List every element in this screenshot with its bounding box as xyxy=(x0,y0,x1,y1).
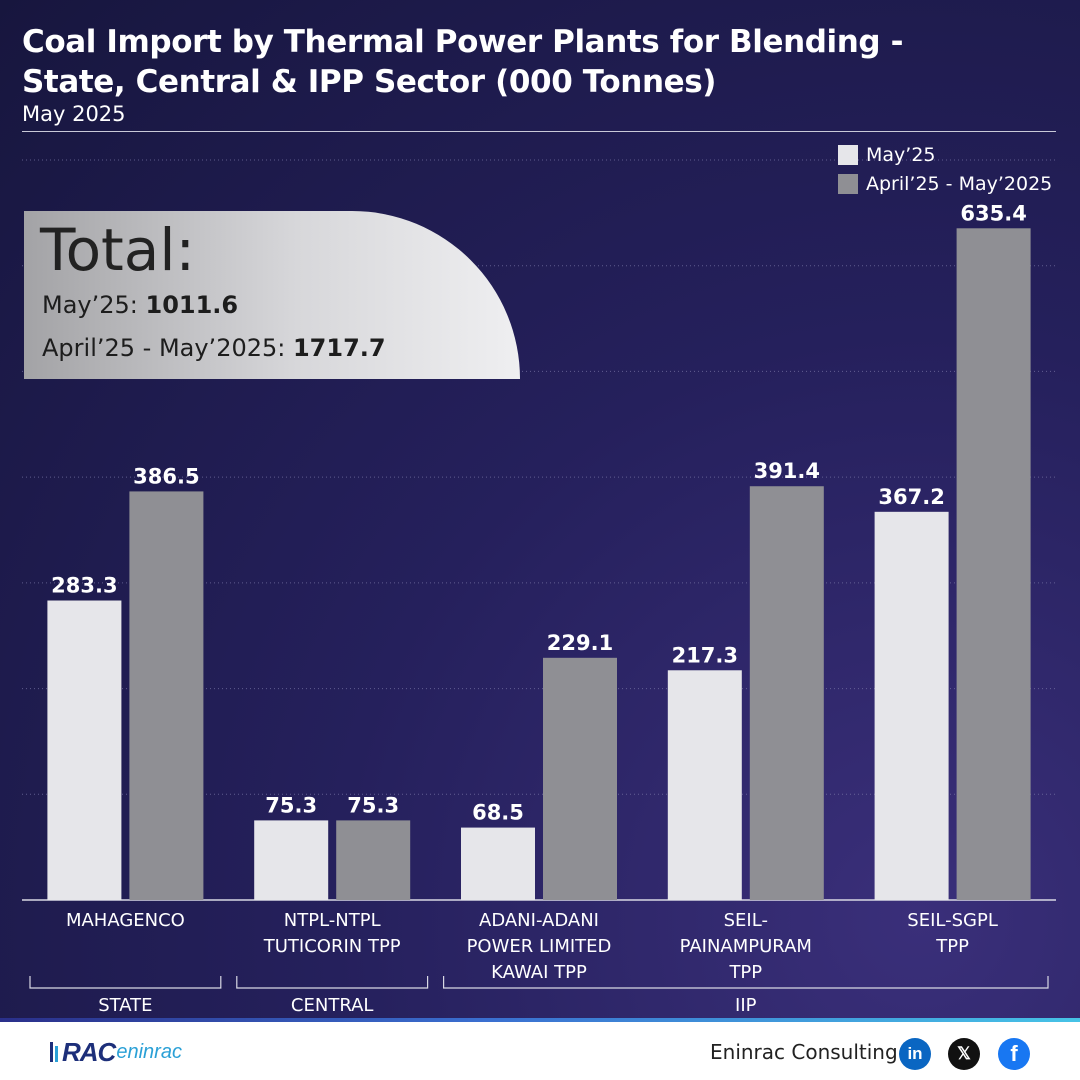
total-cumulative-value: 1717.7 xyxy=(292,334,386,362)
legend-item-may: May’25 xyxy=(838,140,1052,169)
footer-accent-stripe xyxy=(0,1018,1080,1023)
eninrac-logo: RAC eninrac xyxy=(50,1036,182,1068)
chart-subtitle: May 2025 xyxy=(22,102,126,126)
group-bracket xyxy=(29,976,222,989)
logo-bars-icon xyxy=(50,1040,60,1064)
group-bracket xyxy=(443,976,1049,989)
total-cumulative-line: April’25 - May’2025: 1717.7 xyxy=(42,333,386,363)
data-label: 283.3 xyxy=(51,574,117,598)
chart-title-line-1: Coal Import by Thermal Power Plants for … xyxy=(22,24,904,60)
data-label: 229.1 xyxy=(547,631,613,655)
logo-mark-text: RAC xyxy=(62,1036,116,1067)
bar-may xyxy=(874,511,949,900)
category-label: TPP xyxy=(728,962,762,983)
chart-title-line-2: State, Central & IPP Sector (000 Tonnes) xyxy=(22,64,717,100)
legend-label-may: May’25 xyxy=(866,143,936,166)
bar-may xyxy=(461,827,535,900)
facebook-glyph: f xyxy=(1010,1041,1018,1066)
total-cumulative-label: April’25 - May’2025: xyxy=(42,334,293,362)
bar-cumulative xyxy=(749,486,824,900)
x-glyph: 𝕏 xyxy=(957,1044,971,1063)
group-label: STATE xyxy=(98,995,152,1016)
group-label: CENTRAL xyxy=(291,995,374,1016)
total-heading: Total: xyxy=(40,216,195,284)
category-label: MAHAGENCO xyxy=(66,910,185,931)
total-may-line: May’25: 1011.6 xyxy=(42,290,238,320)
linkedin-glyph: in xyxy=(907,1044,923,1063)
chart-title: Coal Import by Thermal Power Plants for … xyxy=(22,22,922,102)
legend-label-cumulative: April’25 - May’2025 xyxy=(866,172,1053,195)
total-may-value: 1011.6 xyxy=(145,291,239,319)
data-label: 367.2 xyxy=(878,485,944,509)
category-label: TPP xyxy=(935,936,969,957)
bar-cumulative xyxy=(336,820,411,900)
category-label: KAWAI TPP xyxy=(491,962,587,983)
data-label: 75.3 xyxy=(265,793,317,817)
bar-may xyxy=(667,670,742,900)
linkedin-icon[interactable]: in xyxy=(899,1038,931,1070)
bar-may xyxy=(254,820,329,900)
bar-may xyxy=(47,600,122,900)
bar-cumulative xyxy=(956,228,1031,900)
category-label: PAINAMPURAM xyxy=(680,936,812,957)
group-label: IIP xyxy=(735,995,757,1016)
data-label: 635.4 xyxy=(960,201,1026,225)
facebook-icon[interactable]: f xyxy=(998,1038,1030,1070)
legend-swatch-may xyxy=(838,144,858,165)
total-summary-card: Total: May’25: 1011.6 April’25 - May’202… xyxy=(24,211,520,379)
category-label: TUTICORIN TPP xyxy=(263,936,401,957)
data-label: 386.5 xyxy=(133,464,199,488)
bar-chart: 283.3 386.5 MAHAGENCO 75.3 75.3 NTPL-NTPL TUTI… xyxy=(22,159,1056,1016)
data-label: 75.3 xyxy=(347,793,399,817)
company-name: Eninrac Consulting xyxy=(710,1040,898,1064)
group-bracket xyxy=(236,976,429,989)
category-label: POWER LIMITED xyxy=(467,936,612,957)
total-may-label: May’25: xyxy=(42,291,146,319)
bar-cumulative xyxy=(543,657,617,900)
x-icon[interactable]: 𝕏 xyxy=(948,1038,980,1070)
chart-legend: May’25 April’25 - May’2025 xyxy=(838,140,1052,198)
legend-swatch-cumulative xyxy=(838,173,858,194)
logo-wordmark: eninrac xyxy=(116,1040,182,1063)
data-label: 68.5 xyxy=(472,801,524,825)
data-label: 217.3 xyxy=(672,643,738,667)
category-label: SEIL-SGPL xyxy=(907,910,998,931)
category-label: NTPL-NTPL xyxy=(284,910,381,931)
title-divider xyxy=(22,131,1056,132)
bar-cumulative xyxy=(129,491,204,900)
category-label: ADANI-ADANI xyxy=(479,910,599,931)
category-label: SEIL- xyxy=(724,910,768,931)
legend-item-cumulative: April’25 - May’2025 xyxy=(838,169,1052,198)
data-label: 391.4 xyxy=(754,459,820,483)
